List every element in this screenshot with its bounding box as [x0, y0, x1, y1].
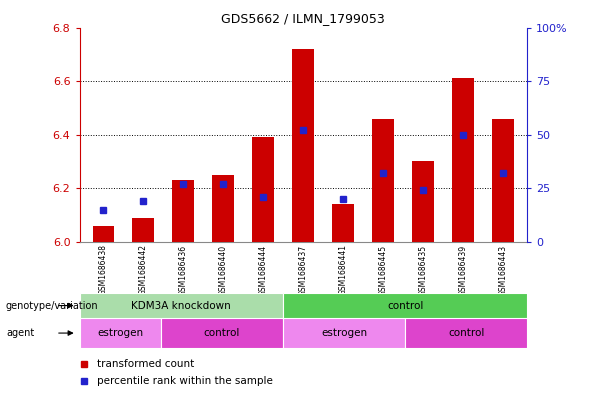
Text: control: control: [387, 301, 423, 310]
Bar: [283, 318, 405, 348]
Bar: [492, 119, 514, 242]
Text: genotype/variation: genotype/variation: [6, 301, 98, 310]
Bar: [452, 78, 474, 242]
Bar: [372, 119, 394, 242]
Bar: [332, 204, 355, 242]
Text: percentile rank within the sample: percentile rank within the sample: [97, 376, 273, 386]
Bar: [80, 293, 283, 318]
Text: transformed count: transformed count: [97, 359, 195, 369]
Bar: [412, 162, 434, 242]
Text: estrogen: estrogen: [97, 328, 143, 338]
Bar: [92, 226, 114, 242]
Title: GDS5662 / ILMN_1799053: GDS5662 / ILMN_1799053: [221, 12, 385, 25]
Bar: [283, 293, 527, 318]
Bar: [292, 49, 315, 242]
Bar: [252, 137, 274, 242]
Bar: [161, 318, 283, 348]
Bar: [405, 318, 527, 348]
Bar: [80, 318, 161, 348]
Text: agent: agent: [6, 328, 34, 338]
Text: control: control: [204, 328, 240, 338]
Text: estrogen: estrogen: [321, 328, 367, 338]
Text: control: control: [448, 328, 484, 338]
Bar: [173, 180, 194, 242]
Bar: [213, 175, 234, 242]
Text: KDM3A knockdown: KDM3A knockdown: [131, 301, 231, 310]
Bar: [133, 218, 154, 242]
